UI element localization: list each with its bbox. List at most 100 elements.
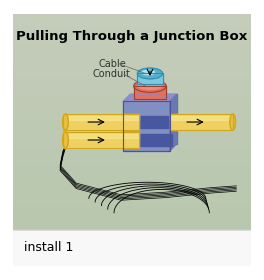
Bar — [13, 15, 251, 16]
Bar — [13, 115, 251, 116]
Bar — [13, 154, 251, 155]
Bar — [13, 120, 251, 121]
Bar — [13, 177, 251, 178]
Bar — [13, 57, 251, 58]
Bar — [13, 163, 251, 164]
Bar — [13, 47, 251, 48]
Bar — [13, 149, 251, 150]
Bar — [13, 230, 251, 266]
Bar — [13, 161, 251, 162]
Bar — [170, 116, 233, 120]
Bar — [13, 63, 251, 64]
Bar — [13, 90, 251, 92]
Bar — [13, 131, 251, 132]
Bar — [13, 31, 251, 32]
Bar — [13, 106, 251, 107]
Bar — [13, 66, 251, 67]
Bar — [13, 116, 251, 117]
Bar — [13, 93, 251, 94]
Bar — [13, 16, 251, 17]
Bar — [13, 228, 251, 229]
Bar — [13, 18, 251, 19]
Bar — [13, 219, 251, 220]
Bar — [13, 133, 251, 134]
Bar — [13, 222, 251, 223]
Bar — [13, 179, 251, 180]
Ellipse shape — [138, 83, 162, 89]
Bar — [170, 114, 233, 130]
Bar — [13, 100, 251, 101]
Text: Cable: Cable — [99, 59, 126, 69]
Bar — [13, 80, 251, 81]
Bar — [13, 126, 251, 127]
Bar — [134, 86, 166, 99]
Bar — [13, 24, 251, 25]
Bar — [13, 220, 251, 221]
Bar — [13, 69, 251, 70]
Bar — [13, 123, 251, 124]
Bar — [13, 168, 251, 169]
Bar — [63, 114, 139, 130]
Bar — [13, 56, 251, 57]
Bar — [13, 200, 251, 201]
Bar — [13, 182, 251, 183]
Bar — [13, 59, 251, 60]
Bar — [13, 35, 251, 36]
Bar — [13, 88, 251, 89]
Bar — [13, 127, 251, 128]
Bar — [13, 128, 251, 129]
Bar — [13, 39, 251, 40]
Bar — [13, 171, 251, 172]
Bar — [13, 73, 251, 74]
Bar — [121, 134, 172, 146]
Bar — [13, 46, 251, 47]
Bar — [63, 116, 139, 120]
Bar — [13, 79, 251, 80]
Bar — [13, 103, 251, 104]
Bar — [13, 121, 251, 122]
Bar — [13, 143, 251, 144]
Bar — [13, 170, 251, 171]
Bar — [13, 27, 251, 28]
Bar — [13, 65, 251, 66]
Bar — [13, 17, 251, 18]
Bar — [13, 20, 251, 21]
Bar — [13, 33, 251, 34]
Bar — [13, 96, 251, 97]
Bar — [13, 136, 251, 137]
Bar — [13, 156, 251, 157]
Bar — [13, 105, 251, 106]
Bar — [13, 157, 251, 158]
Bar — [13, 49, 251, 50]
Bar — [13, 52, 251, 53]
Bar — [13, 151, 251, 152]
Bar — [13, 173, 251, 174]
Text: Pulling Through a Junction Box: Pulling Through a Junction Box — [16, 30, 248, 43]
Bar — [13, 134, 251, 135]
Bar — [13, 53, 251, 54]
Bar — [13, 144, 251, 145]
Bar — [13, 129, 251, 130]
Bar — [13, 58, 251, 59]
Bar — [13, 114, 251, 115]
Bar — [13, 214, 251, 215]
Bar — [13, 183, 251, 184]
Bar — [13, 87, 251, 88]
Bar — [13, 153, 251, 154]
Bar — [13, 207, 251, 208]
Polygon shape — [123, 94, 177, 101]
Bar — [13, 67, 251, 68]
Bar — [13, 21, 251, 22]
Text: Conduit: Conduit — [92, 69, 130, 79]
Bar — [13, 185, 251, 186]
Bar — [13, 167, 251, 168]
Bar — [13, 70, 251, 71]
Bar — [13, 119, 251, 120]
Bar — [13, 184, 251, 185]
Bar — [13, 160, 251, 161]
Bar — [13, 210, 251, 211]
Bar — [13, 111, 251, 112]
Bar — [13, 38, 251, 39]
Bar — [13, 108, 251, 109]
Bar — [13, 50, 251, 51]
